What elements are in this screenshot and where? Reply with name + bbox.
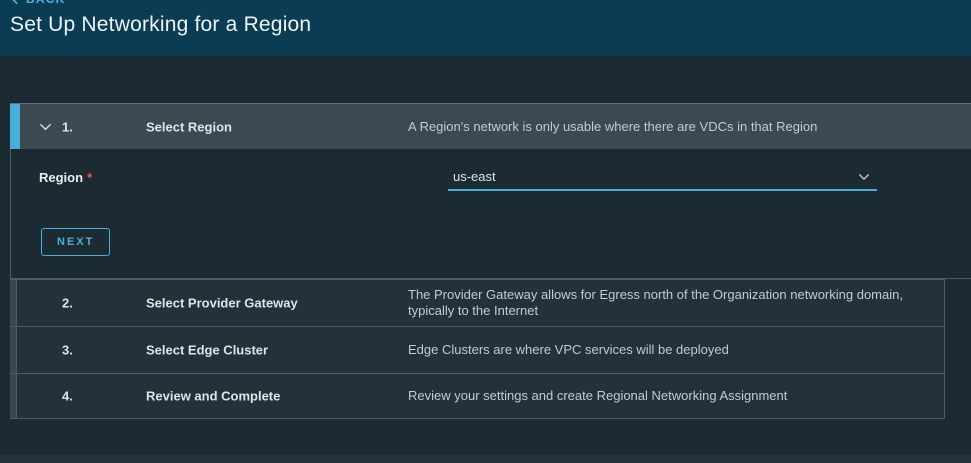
step-number: 2. (62, 295, 73, 311)
region-field-label: Region * (39, 170, 92, 185)
chevron-down-icon (858, 171, 870, 183)
chevron-left-icon (10, 0, 20, 4)
inactive-step-indicator (10, 327, 17, 373)
step-number: 1. (62, 119, 73, 134)
region-label-text: Region (39, 170, 84, 185)
step-title: Review and Complete (146, 388, 281, 404)
inactive-step-indicator (10, 280, 17, 326)
page-header: BACK Set Up Networking for a Region (0, 0, 971, 56)
back-link-label: BACK (26, 0, 65, 6)
bottom-divider (0, 455, 971, 463)
page-title: Set Up Networking for a Region (10, 13, 312, 36)
step-1-header[interactable]: 1. Select Region A Region's network is o… (10, 103, 971, 149)
step-title: Select Region (146, 119, 232, 134)
required-asterisk: * (87, 170, 93, 185)
step-title: Select Edge Cluster (146, 342, 269, 358)
step-1-content: Region * us-east NEXT (10, 149, 971, 279)
setup-wizard-accordion: 1. Select Region A Region's network is o… (0, 103, 971, 419)
step-number: 4. (62, 388, 73, 404)
step-description: Edge Clusters are where VPC services wil… (408, 342, 729, 357)
active-step-indicator (10, 104, 20, 149)
region-select[interactable]: us-east (448, 166, 877, 191)
inactive-step-indicator (10, 374, 17, 418)
back-link[interactable]: BACK (10, 0, 65, 6)
step-title: Select Provider Gateway (146, 295, 298, 311)
step-4-header[interactable]: 4. Review and Complete Review your setti… (10, 373, 945, 419)
step-description: Review your settings and create Regional… (408, 388, 788, 403)
next-button[interactable]: NEXT (41, 228, 111, 256)
region-select-value: us-east (453, 169, 496, 184)
step-description: A Region's network is only usable where … (408, 118, 818, 134)
step-description: The Provider Gateway allows for Egress n… (408, 287, 903, 318)
step-2-header[interactable]: 2. Select Provider Gateway The Provider … (10, 279, 945, 326)
step-3-header[interactable]: 3. Select Edge Cluster Edge Clusters are… (10, 326, 945, 373)
chevron-down-icon (39, 120, 52, 133)
step-number: 3. (62, 342, 73, 358)
